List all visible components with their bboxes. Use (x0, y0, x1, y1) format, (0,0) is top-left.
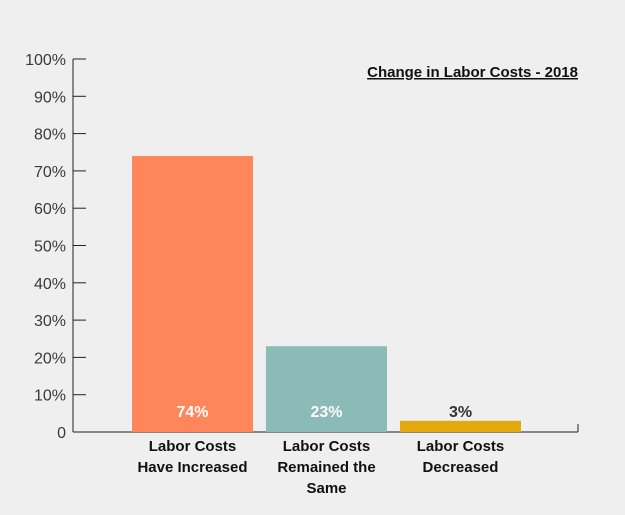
x-category-label-line: Same (306, 480, 346, 497)
y-tick-label: 50% (34, 239, 66, 256)
bar-value-label: 74% (176, 404, 208, 421)
bar (266, 346, 387, 432)
x-category-label-line: Decreased (423, 459, 499, 476)
x-category-label-line: Have Increased (137, 459, 247, 476)
x-category-label: Labor Costs Have Increased (137, 438, 247, 476)
bar-value-label: 3% (449, 404, 472, 421)
bar-value-label: 23% (310, 404, 342, 421)
y-tick-label: 100% (25, 52, 66, 69)
y-tick-label: 30% (34, 313, 66, 330)
y-tick-label: 40% (34, 276, 66, 293)
y-tick-label: 0 (57, 425, 66, 442)
y-tick-label: 80% (34, 127, 66, 144)
x-category-label-line: Labor Costs (283, 438, 371, 455)
x-category-label: Labor Costs Remained the Same (277, 438, 375, 497)
bars: 74% 23% 3% (132, 155, 521, 433)
bar (132, 155, 253, 433)
x-category-label: Labor Costs Decreased (417, 438, 505, 476)
x-axis-labels: Labor Costs Have Increased Labor Costs Rema… (137, 438, 504, 497)
y-tick-label: 90% (34, 89, 66, 106)
y-tick-label: 60% (34, 201, 66, 218)
x-category-label-line: Remained the (277, 459, 375, 476)
y-tick-label: 70% (34, 164, 66, 181)
y-axis-ticks: 0 10% 20% 30% 40% 50% 60% 70% 80% 90% 100% (25, 52, 86, 442)
chart-title: Change in Labor Costs - 2018 (367, 64, 578, 81)
y-tick-label: 20% (34, 350, 66, 367)
bar (400, 420, 521, 432)
x-category-label-line: Labor Costs (417, 438, 505, 455)
x-category-label-line: Labor Costs (149, 438, 237, 455)
y-tick-label: 10% (34, 388, 66, 405)
